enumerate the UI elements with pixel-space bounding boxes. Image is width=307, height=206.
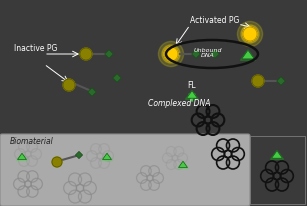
- Polygon shape: [17, 153, 28, 160]
- Circle shape: [52, 157, 62, 167]
- Text: Activated PG: Activated PG: [190, 16, 239, 25]
- Text: Inactive PG: Inactive PG: [14, 44, 57, 53]
- Circle shape: [243, 27, 257, 41]
- Text: Complexed DNA: Complexed DNA: [148, 99, 211, 108]
- Polygon shape: [211, 50, 219, 58]
- Circle shape: [241, 25, 259, 43]
- FancyBboxPatch shape: [0, 134, 250, 206]
- Polygon shape: [103, 153, 111, 159]
- Text: Biomaterial: Biomaterial: [10, 137, 54, 146]
- Polygon shape: [187, 91, 197, 98]
- Circle shape: [252, 75, 264, 87]
- Polygon shape: [102, 153, 112, 160]
- Circle shape: [63, 79, 75, 91]
- Circle shape: [237, 21, 262, 47]
- Text: Unbound
DNA: Unbound DNA: [194, 48, 222, 58]
- Polygon shape: [177, 161, 188, 169]
- Polygon shape: [272, 151, 282, 158]
- Polygon shape: [76, 151, 83, 159]
- Polygon shape: [178, 161, 188, 167]
- Polygon shape: [270, 150, 284, 159]
- Circle shape: [162, 45, 180, 63]
- Polygon shape: [17, 153, 26, 159]
- Circle shape: [158, 41, 184, 67]
- Circle shape: [80, 48, 92, 60]
- Circle shape: [164, 47, 178, 61]
- Polygon shape: [240, 50, 256, 60]
- Polygon shape: [185, 90, 199, 99]
- Polygon shape: [88, 88, 96, 96]
- Bar: [250, 136, 305, 204]
- Polygon shape: [113, 74, 121, 82]
- Polygon shape: [277, 77, 285, 85]
- Polygon shape: [105, 50, 113, 58]
- Polygon shape: [192, 50, 200, 58]
- Polygon shape: [242, 50, 254, 59]
- Text: FL: FL: [188, 81, 196, 90]
